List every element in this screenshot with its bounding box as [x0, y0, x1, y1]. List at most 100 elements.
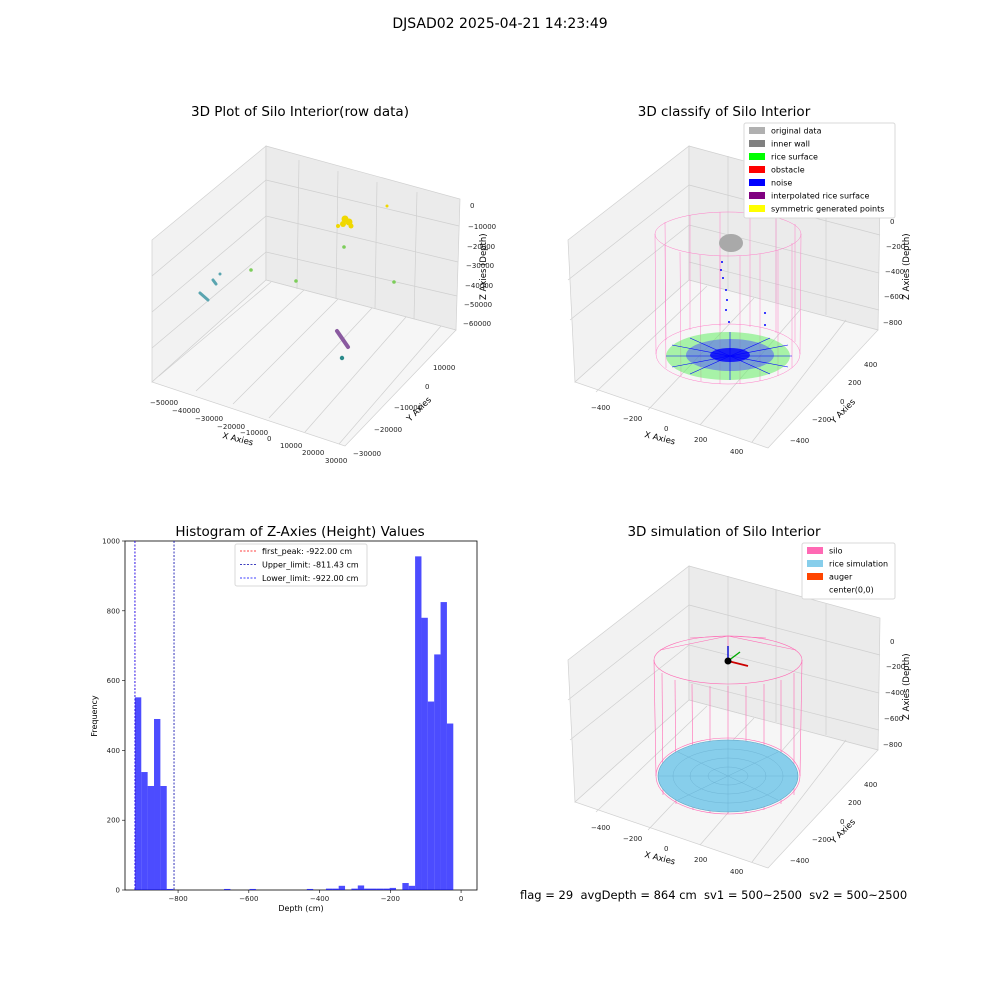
- legend-label: first_peak: -922.00 cm: [262, 547, 352, 556]
- tick-label: −200: [812, 836, 831, 844]
- tick-label: −600: [884, 715, 903, 723]
- tick-label: 10000: [280, 442, 302, 450]
- classify-z-axis-label: Z Axies (Depth): [902, 233, 912, 300]
- raw-data-points: [198, 204, 396, 361]
- histogram-bar: [338, 885, 346, 890]
- classify-point-cloud: [666, 234, 792, 380]
- tick-label: 0: [890, 638, 894, 646]
- y-tick-label: 800: [107, 607, 120, 615]
- legend-swatch: [807, 560, 823, 567]
- legend-swatch: [749, 153, 765, 160]
- tick-label: 0: [664, 425, 668, 433]
- tick-label: −20000: [374, 426, 402, 434]
- tick-label: −40000: [465, 282, 493, 290]
- legend-swatch: [807, 586, 823, 593]
- tick-label: −400: [591, 824, 610, 832]
- histogram-bars: [134, 556, 454, 890]
- tick-label: −50000: [464, 301, 492, 309]
- histogram-bar: [332, 888, 339, 890]
- histogram-bar: [224, 888, 231, 890]
- tick-label: 0: [890, 218, 894, 226]
- classify-legend: original data inner wall rice surface obsta…: [743, 122, 896, 219]
- simulation-z-axis-label: Z Axies (Depth): [902, 653, 912, 720]
- raw-x-tick-labels: −50000 −40000 −30000 −20000 −10000 0 100…: [150, 399, 347, 465]
- tick-label: 200: [848, 799, 861, 807]
- histogram-bar: [415, 556, 422, 890]
- raw-floor-pane: [151, 279, 457, 447]
- histogram-bar: [306, 888, 314, 890]
- legend-swatch: [749, 192, 765, 199]
- tick-label: −10000: [240, 429, 268, 437]
- legend-swatch: [749, 140, 765, 147]
- tick-label: −200: [812, 416, 831, 424]
- tick-label: 0: [267, 435, 271, 443]
- histogram-bar: [160, 785, 167, 890]
- tick-label: −800: [883, 319, 902, 327]
- tick-label: −800: [883, 741, 902, 749]
- histogram-bar: [370, 888, 377, 890]
- legend-label: rice surface: [771, 153, 818, 162]
- tick-label: −200: [623, 835, 642, 843]
- tick-label: −400: [790, 857, 809, 865]
- tick-label: 400: [730, 868, 743, 876]
- y-tick-label: 200: [107, 817, 120, 825]
- tick-label: 0: [840, 818, 844, 826]
- simulation-rice-surface: [657, 739, 799, 813]
- histogram-bar: [154, 718, 161, 890]
- legend-label: noise: [771, 179, 792, 188]
- tick-label: −400: [885, 268, 904, 276]
- simulation-legend: silo rice simulation auger center(0,0): [801, 542, 896, 600]
- histogram-bar: [408, 885, 416, 890]
- raw-y-tick-labels: −30000 −20000 −10000 0 10000: [353, 364, 455, 458]
- y-tick-label: 0: [116, 887, 120, 895]
- legend-swatch: [749, 179, 765, 186]
- tick-label: −400: [790, 437, 809, 445]
- tick-label: 200: [848, 379, 861, 387]
- x-tick-label: −400: [310, 895, 329, 903]
- tick-label: 0: [470, 202, 474, 210]
- histogram-bar: [364, 888, 371, 890]
- tick-label: −30000: [195, 415, 223, 423]
- histogram-y-axis-label: Frequency: [90, 695, 99, 737]
- histogram-bar: [351, 888, 358, 890]
- tick-label: 400: [730, 448, 743, 456]
- histogram-bar: [427, 701, 435, 890]
- legend-label: obstacle: [771, 166, 805, 175]
- simulation-auger: [724, 646, 749, 667]
- legend-label: center(0,0): [829, 586, 874, 595]
- histogram-bar: [325, 888, 333, 890]
- raw-z-axis-label: Z Axies (Depth): [479, 233, 489, 300]
- tick-label: 0: [840, 398, 844, 406]
- x-tick-label: −200: [381, 895, 400, 903]
- figure-title: DJSAD02 2025-04-21 14:23:49: [392, 16, 608, 32]
- histogram-y-ticks: 0 200 400 600 800 1000: [102, 538, 125, 895]
- x-tick-label: 0: [459, 895, 463, 903]
- legend-swatch: [807, 573, 823, 580]
- histogram-reference-lines: [134, 541, 175, 890]
- tick-label: −400: [591, 404, 610, 412]
- tick-label: −10000: [468, 223, 496, 231]
- legend-swatch: [749, 166, 765, 173]
- legend-label: interpolated rice surface: [771, 192, 869, 201]
- histogram-bar: [147, 785, 155, 890]
- tick-label: 200: [694, 856, 707, 864]
- legend-label: auger: [829, 573, 853, 582]
- tick-label: −20000: [217, 423, 245, 431]
- histogram-bar: [376, 888, 384, 890]
- legend-label: rice simulation: [829, 560, 888, 569]
- classify-panel-title: 3D classify of Silo Interior: [637, 104, 811, 120]
- tick-label: 400: [864, 361, 877, 369]
- histogram-bar: [357, 885, 365, 890]
- legend-label: inner wall: [771, 140, 810, 149]
- legend-label: silo: [829, 547, 843, 556]
- simulation-panel-title: 3D simulation of Silo Interior: [627, 524, 821, 540]
- simulation-x-axis-label: X Axies: [643, 850, 676, 867]
- status-footer: flag = 29 avgDepth = 864 cm sv1 = 500~25…: [520, 888, 908, 902]
- tick-label: −30000: [353, 450, 381, 458]
- tick-label: 10000: [433, 364, 455, 372]
- x-tick-label: −800: [168, 895, 187, 903]
- histogram-bar: [434, 654, 441, 890]
